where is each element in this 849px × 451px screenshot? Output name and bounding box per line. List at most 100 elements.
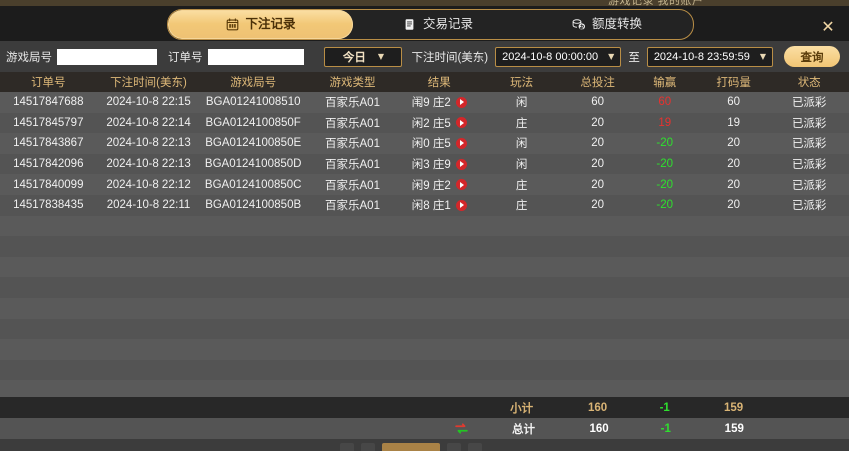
cell-game-type: 百家乐A01 (325, 97, 380, 110)
start-datetime-select[interactable]: 2024-10-8 00:00:00 ▼ (495, 46, 622, 67)
end-datetime-value: 2024-10-8 23:59:59 (653, 50, 750, 63)
table-row-empty (0, 277, 849, 298)
cell-result: 闲9 庄2 (399, 177, 480, 193)
subtotal-total-bet: 160 (588, 401, 608, 414)
cell-win-loss: -20 (656, 178, 674, 191)
cell-win-loss: -20 (656, 158, 674, 171)
table-row[interactable]: 14517847688 2024-10-8 22:15 BGA01241008510… (0, 92, 849, 113)
cell-play: 闲 (515, 159, 528, 172)
total-turnover: 159 (724, 422, 744, 435)
pagination (340, 443, 482, 451)
play-icon[interactable] (455, 96, 467, 108)
subtotal-row: 小计 160 -1 159 (0, 397, 849, 418)
total-label: 总计 (511, 423, 535, 436)
close-icon[interactable]: ✕ (821, 17, 835, 36)
cell-result: 闲2 庄5 (399, 115, 480, 131)
column-header-play[interactable]: 玩法 (510, 77, 534, 89)
subtotal-label: 小计 (510, 402, 534, 415)
cell-game-round: BGA0124100850B (205, 199, 302, 212)
cell-turnover: 19 (727, 116, 740, 129)
filter-bar: 游戏局号 订单号 今日 ▼ 下注时间(美东) 2024-10-8 00:00:0… (0, 41, 849, 72)
column-header-order-no[interactable]: 订单号 (31, 77, 66, 89)
order-no-input[interactable] (207, 48, 304, 65)
play-icon[interactable] (455, 199, 467, 211)
cell-play: 庄 (515, 179, 528, 192)
table-header: 订单号 下注时间(美东) 游戏局号 游戏类型 结果 玩法 总投注 输赢 打码量 … (0, 72, 849, 93)
cell-turnover: 20 (727, 158, 740, 171)
pagination-page[interactable] (447, 443, 461, 451)
table-row[interactable]: 14517843867 2024-10-8 22:13 BGA0124100850E… (0, 133, 849, 154)
query-button[interactable]: 查询 (784, 46, 840, 67)
column-header-bet-time[interactable]: 下注时间(美东) (110, 77, 187, 89)
subtotal-turnover: 159 (724, 401, 744, 414)
table-row-empty (0, 339, 849, 360)
column-header-game-type[interactable]: 游戏类型 (329, 77, 376, 89)
cell-order-no: 14517838435 (13, 199, 84, 212)
cell-total-bet: 20 (591, 137, 605, 150)
cell-bet-time: 2024-10-8 22:13 (106, 137, 191, 150)
table-row-empty (0, 359, 849, 381)
column-header-game-round[interactable]: 游戏局号 (230, 77, 277, 89)
table-row[interactable]: 14517845797 2024-10-8 22:14 BGA0124100850F… (0, 112, 849, 134)
cell-status: 已派彩 (791, 117, 827, 130)
cell-bet-time: 2024-10-8 22:11 (106, 199, 191, 212)
tab-label: 交易记录 (422, 17, 473, 32)
cell-result: 闲8 庄1 (399, 197, 480, 213)
play-icon[interactable] (455, 137, 467, 149)
result-text: 闲8 庄1 (411, 200, 451, 213)
game-round-input[interactable] (57, 48, 157, 65)
cell-game-type: 百家乐A01 (325, 200, 380, 213)
table-row-empty (0, 256, 849, 278)
cell-order-no: 14517847688 (13, 96, 84, 109)
tab-credit-transfer[interactable]: 额度转换 (523, 10, 691, 39)
column-header-result[interactable]: 结果 (427, 77, 451, 89)
column-header-turnover[interactable]: 打码量 (716, 77, 751, 89)
cell-order-no: 14517843867 (13, 137, 84, 150)
pagination-page[interactable] (361, 443, 375, 451)
table-row[interactable]: 14517838435 2024-10-8 22:11 BGA0124100850B… (0, 194, 849, 216)
date-preset-select[interactable]: 今日 ▼ (324, 46, 403, 67)
result-text: 闲9 庄2 (411, 179, 451, 192)
column-header-total-bet[interactable]: 总投注 (580, 77, 615, 89)
subtotal-win-loss: -1 (659, 401, 670, 414)
order-no-label: 订单号 (168, 51, 203, 64)
cell-game-type: 百家乐A01 (325, 159, 380, 172)
refresh-icon[interactable] (454, 422, 469, 435)
pagination-current-page[interactable] (382, 443, 440, 451)
table-body: 14517847688 2024-10-8 22:15 BGA01241008510… (0, 92, 849, 397)
play-icon[interactable] (455, 179, 467, 191)
table-row-empty (0, 236, 849, 257)
pagination-next[interactable] (468, 443, 482, 451)
table-row[interactable]: 14517842096 2024-10-8 22:13 BGA0124100850D… (0, 153, 849, 175)
cell-status: 已派彩 (791, 159, 827, 172)
pagination-prev[interactable] (340, 443, 354, 451)
tab-label: 下注记录 (245, 17, 296, 32)
result-text: 闲0 庄5 (411, 138, 451, 151)
tab-bet-records[interactable]: 下注记录 (168, 10, 353, 39)
result-text: 闲3 庄9 (411, 159, 451, 172)
cell-total-bet: 20 (591, 199, 605, 212)
tab-transaction-records[interactable]: 交易记录 (353, 10, 523, 39)
play-icon[interactable] (455, 117, 467, 129)
cell-bet-time: 2024-10-8 22:14 (106, 116, 191, 129)
game-round-label: 游戏局号 (6, 51, 52, 64)
cell-result: 闱9 庄2 (399, 94, 480, 110)
column-header-win-loss[interactable]: 输赢 (653, 77, 677, 89)
result-text: 闲2 庄5 (411, 117, 451, 130)
cell-result: 闲3 庄9 (399, 156, 480, 172)
table-row[interactable]: 14517840099 2024-10-8 22:12 BGA0124100850C… (0, 174, 849, 195)
total-row: 总计 160 -1 159 (0, 418, 849, 439)
tab-bar: 下注记录 交易记录 (0, 6, 849, 41)
play-icon[interactable] (455, 158, 467, 170)
end-datetime-select[interactable]: 2024-10-8 23:59:59 ▼ (646, 46, 773, 67)
cell-turnover: 20 (727, 137, 740, 150)
tab-label: 额度转换 (591, 17, 642, 32)
refresh-cell (397, 422, 482, 435)
column-header-status[interactable]: 状态 (797, 77, 821, 89)
cell-total-bet: 20 (591, 178, 605, 191)
cell-play: 庄 (515, 117, 528, 130)
calendar-list-icon (225, 18, 239, 32)
total-win-loss: -1 (660, 422, 671, 435)
cell-result: 闲0 庄5 (399, 135, 480, 151)
